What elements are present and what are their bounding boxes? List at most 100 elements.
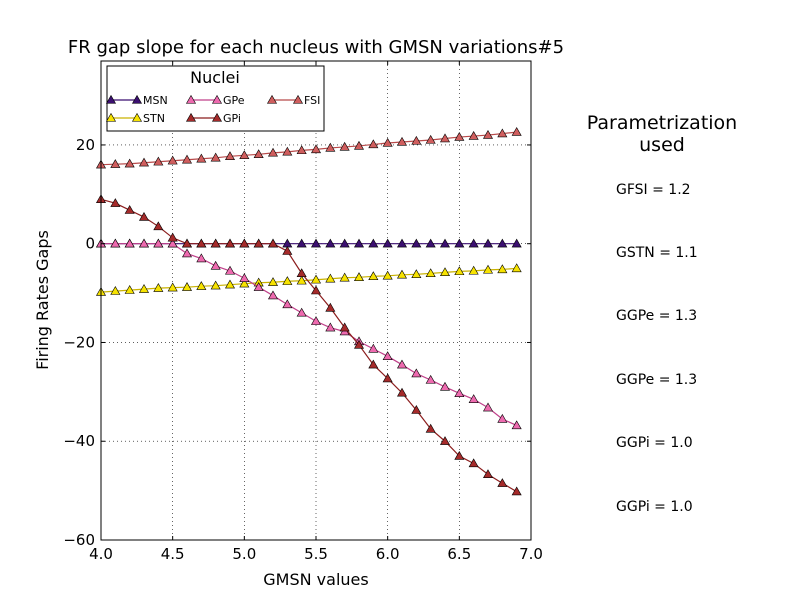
point-gpe <box>124 238 135 248</box>
y-tick-label: −20 <box>63 333 95 351</box>
point-gpe <box>310 316 322 325</box>
point-gpe <box>196 253 207 263</box>
point-gpi <box>296 268 307 278</box>
point-fsi <box>253 149 264 159</box>
point-gpe <box>368 343 379 353</box>
y-tick-label: −40 <box>63 432 95 450</box>
point-fsi <box>425 134 436 144</box>
point-gpe <box>454 388 465 398</box>
legend-label-stn: STN <box>143 112 165 125</box>
point-gpe <box>181 248 193 258</box>
x-tick-label: 5.0 <box>232 545 256 563</box>
point-gpe <box>411 368 422 378</box>
legend-label-fsi: FSI <box>304 94 320 107</box>
parametrization-title-line: used <box>639 134 685 156</box>
point-gpe <box>253 282 264 291</box>
point-gpe <box>267 290 279 300</box>
point-gpi <box>468 458 479 468</box>
point-gpe <box>210 260 221 270</box>
point-gpe <box>325 322 336 332</box>
point-fsi <box>153 156 164 166</box>
point-msn <box>454 238 465 248</box>
legend: Nuclei MSN STN GPe GPi FSI <box>105 65 325 132</box>
legend-marker-gpe <box>211 94 223 104</box>
point-stn <box>210 280 221 290</box>
point-gpi <box>196 238 207 248</box>
grid <box>101 61 531 540</box>
point-gpe <box>153 238 164 248</box>
legend-marker-fsi <box>266 94 278 104</box>
point-gpi <box>239 238 250 248</box>
param-item: GGPe = 1.3 <box>616 372 698 388</box>
point-fsi <box>282 146 293 156</box>
point-fsi <box>382 137 393 147</box>
point-stn <box>325 273 336 283</box>
point-stn <box>339 272 350 282</box>
point-stn <box>468 265 479 275</box>
point-stn <box>167 282 178 292</box>
point-msn <box>411 238 422 248</box>
point-fsi <box>325 142 336 152</box>
point-fsi <box>167 155 178 165</box>
point-gpi <box>267 238 279 248</box>
point-gpi <box>454 450 465 460</box>
point-msn <box>511 238 522 248</box>
x-axis-label: GMSN values <box>263 570 368 589</box>
point-stn <box>396 269 408 279</box>
point-stn <box>411 269 422 279</box>
point-gpe <box>382 351 393 360</box>
point-stn <box>196 281 207 290</box>
point-stn <box>382 270 393 280</box>
point-fsi <box>497 128 508 138</box>
point-gpe <box>511 420 522 430</box>
point-gpe <box>497 413 508 423</box>
point-gpi <box>210 238 221 248</box>
legend-marker-msn <box>105 94 117 104</box>
point-fsi <box>138 157 150 167</box>
legend-label-gpi: GPi <box>223 112 241 125</box>
point-msn <box>368 238 379 248</box>
point-fsi <box>224 151 236 160</box>
point-gpi <box>167 232 178 242</box>
point-fsi <box>239 150 250 159</box>
point-msn <box>296 238 307 248</box>
point-gpi <box>325 302 336 312</box>
parametrization-title-line: Parametrization <box>586 112 738 134</box>
point-stn <box>181 282 193 291</box>
point-stn <box>282 276 293 285</box>
point-msn <box>396 238 408 248</box>
point-stn <box>511 263 522 273</box>
point-gpi <box>253 238 264 248</box>
parametrization-title: Parametrization used <box>562 112 762 156</box>
series-line-fsi <box>100 131 517 166</box>
point-gpi <box>497 478 508 487</box>
point-gpe <box>439 381 451 391</box>
point-fsi <box>210 152 221 162</box>
point-gpi <box>110 198 121 207</box>
point-stn <box>482 264 494 274</box>
point-gpi <box>382 373 393 383</box>
point-fsi <box>181 154 193 164</box>
point-gpe <box>282 299 293 309</box>
legend-marker-msn <box>131 94 143 104</box>
point-stn <box>124 285 135 294</box>
point-gpi <box>439 436 451 445</box>
point-gpe <box>425 374 436 384</box>
point-fsi <box>454 131 465 141</box>
point-gpe <box>468 394 479 403</box>
point-fsi <box>310 144 322 154</box>
point-gpi <box>124 205 135 214</box>
param-item: GSTN = 1.1 <box>616 245 698 261</box>
legend-marker-stn <box>131 112 143 122</box>
point-stn <box>267 277 279 286</box>
point-gpe <box>167 238 178 248</box>
point-fsi <box>339 141 350 151</box>
x-tick-label: 7.0 <box>519 545 543 563</box>
x-tick-label: 6.0 <box>376 545 400 563</box>
point-stn <box>454 266 465 276</box>
point-stn <box>310 274 322 284</box>
point-fsi <box>468 130 479 140</box>
point-msn <box>310 238 322 248</box>
point-msn <box>425 238 436 248</box>
